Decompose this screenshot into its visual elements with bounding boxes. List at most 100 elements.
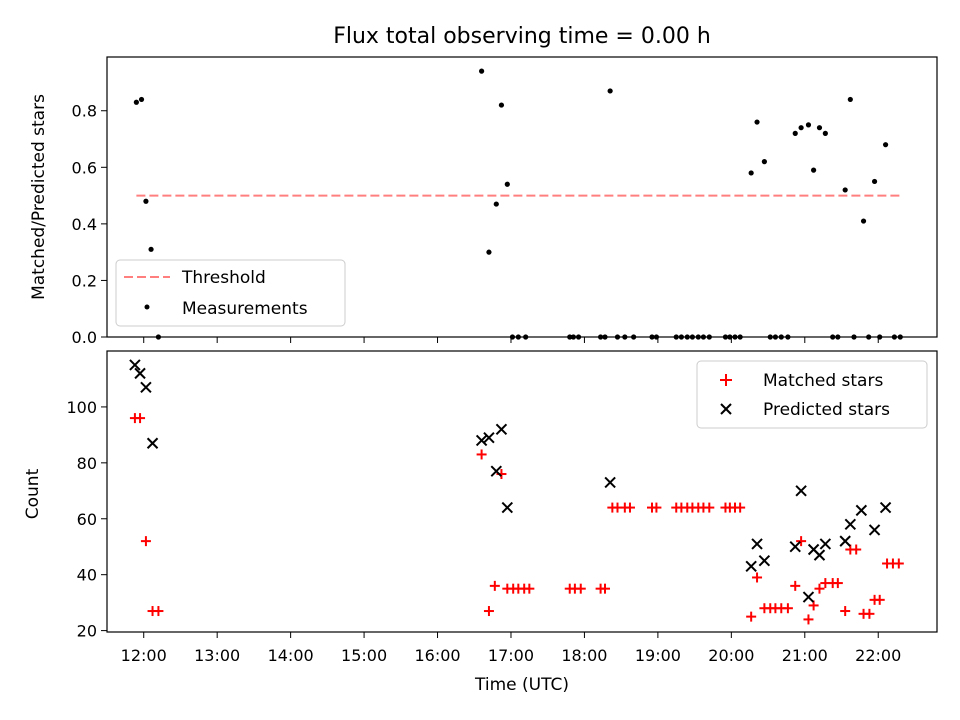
matched-star-point [808,600,819,611]
matched-legend-marker [720,374,732,386]
matched-star-point [651,502,662,513]
y-tick-label: 0.2 [72,271,97,290]
bottom-tick-marks: 20 40 60 80 100 12:00 13:00 14:00 15:00 16:00 17:0… [66,398,901,665]
matched-star-point [524,583,535,594]
y-tick-label: 40 [77,566,97,585]
matched-star-point [575,583,586,594]
matched-star-point [483,606,494,617]
bottom-y-axis-label: Count [23,468,43,519]
top-tick-marks: 0.0 0.2 0.4 0.6 0.8 [72,102,879,347]
matched-star-point [489,580,500,591]
x-tick-label: 12:00 [121,646,167,665]
top-legend: Threshold Measurements [115,259,346,327]
chart-title: Flux total observing time = 0.00 h [333,24,711,49]
predicted-star-point [868,524,881,536]
predicted-star-point [490,465,502,477]
matched-star-point [893,558,904,569]
legend-predicted-label: Predicted stars [763,400,890,420]
matched-star-point [782,603,793,614]
measurement-point [882,142,889,148]
matched-star-point [851,544,862,555]
x-tick-label: 21:00 [782,646,828,665]
predicted-star-point [140,381,152,394]
measurement-point [847,96,853,103]
measurement-point [493,201,499,207]
measurement-point [607,88,613,94]
top-legend-box [115,259,346,327]
measurement-point [811,167,817,173]
y-tick-label: 0.0 [72,328,97,347]
x-tick-label: 14:00 [268,646,314,665]
matched-star-point [832,578,843,589]
predicted-star-point [501,501,514,514]
x-tick-label: 18:00 [561,646,607,665]
measurement-point [871,178,878,185]
predicted-star-point [604,476,616,489]
measurement-point [504,181,510,187]
legend-measurements-label: Measurements [182,299,308,319]
measurement-point [133,99,139,105]
predicted-star-point [839,535,851,547]
predicted-star-point [134,367,146,380]
x-tick-label: 22:00 [855,646,901,665]
matched-star-point [600,583,610,594]
bottom-legend: Matched stars Predicted stars [696,360,928,429]
predicted-star-point [475,434,488,447]
matched-star-point [704,502,715,513]
top-axes-frame [106,56,938,338]
measurement-point [805,122,812,128]
y-tick-label: 100 [66,398,97,417]
predicted-star-point [789,541,801,553]
predicted-star-point [758,554,771,567]
measurement-point [498,102,505,108]
predicted-star-point [129,359,141,371]
measurement-point [798,125,804,131]
measurement-point [479,68,485,74]
measurement-point [792,130,798,136]
measurement-point [138,96,145,103]
matched-star-point [840,606,851,617]
legend-threshold-label: Threshold [181,268,266,288]
predicted-star-point [751,538,763,550]
bottom-panel: Count Time (UTC) 20 40 60 80 100 12:00 13:00 14… [23,350,938,695]
x-tick-label: 13:00 [194,646,240,665]
measurement-point [148,246,154,252]
y-tick-label: 20 [77,622,97,641]
measurement-point [761,159,767,165]
matched-star-point [140,536,151,547]
matched-star-point [624,502,635,513]
predicted-star-point [844,518,857,531]
top-panel: Flux total observing time = 0.00 h Match… [29,24,938,347]
x-tick-label: 20:00 [708,646,754,665]
measurement-point [754,119,760,125]
predicted-star-point [795,485,807,497]
x-tick-label: 17:00 [488,646,534,665]
measurement-point [822,130,828,136]
bottom-legend-box [696,360,928,429]
predicted-star-point [483,431,495,444]
matched-star-point [864,608,875,619]
measurement-point [748,170,754,176]
matched-star-point [153,606,164,617]
matched-star-point [752,572,763,583]
y-tick-label: 0.4 [72,215,97,234]
y-tick-label: 60 [77,510,97,529]
matched-star-point [874,594,885,605]
measurement-point [842,187,848,193]
x-axis-label: Time (UTC) [474,675,569,695]
matched-star-point [135,413,146,424]
measurement-point [860,218,867,224]
bottom-data-marks [129,359,904,625]
measurement-point [143,198,149,204]
predicted-star-point [879,501,892,514]
predicted-star-point [745,560,757,573]
matched-star-point [746,611,757,622]
predicted-star-point [855,504,868,517]
matched-star-point [476,449,487,460]
y-tick-label: 0.6 [72,158,97,177]
y-tick-label: 0.8 [72,102,97,121]
x-tick-label: 19:00 [635,646,681,665]
top-y-axis-label: Matched/Predicted stars [29,94,49,300]
x-tick-label: 15:00 [341,646,387,665]
